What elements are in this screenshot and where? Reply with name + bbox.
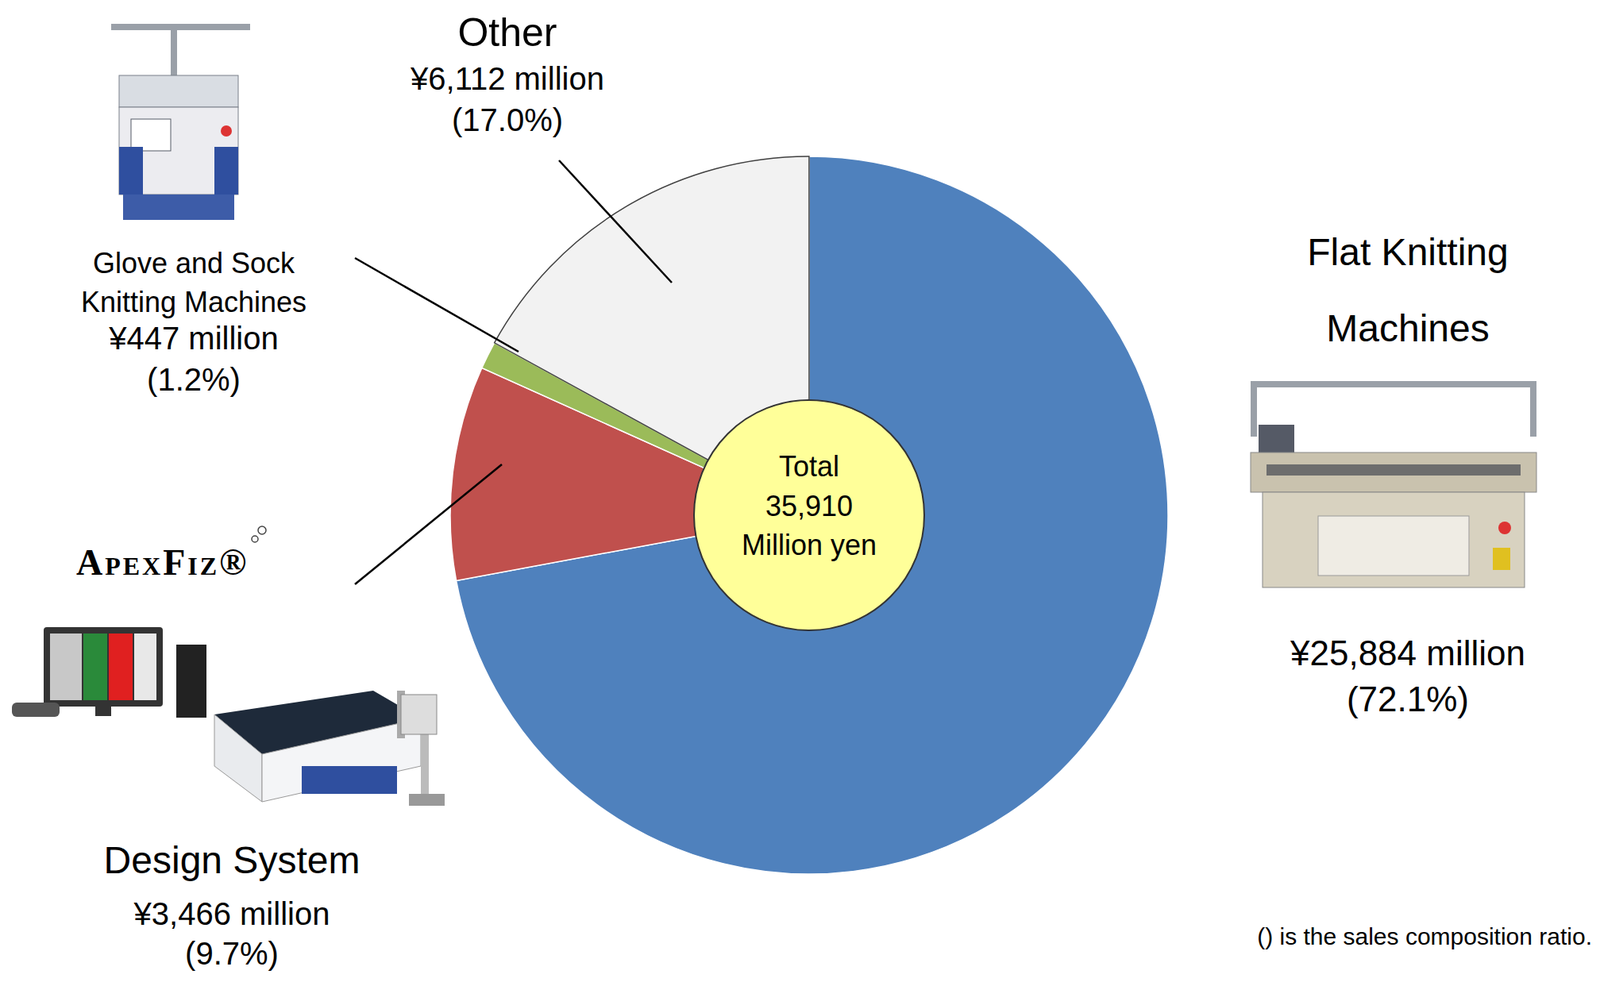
icon-part bbox=[1318, 516, 1469, 576]
percent-label: (1.2%) bbox=[146, 362, 241, 398]
percent-label: (9.7%) bbox=[185, 936, 279, 972]
label-line: Flat Knitting bbox=[1306, 231, 1508, 274]
pie bbox=[450, 156, 1169, 875]
icon-part bbox=[1498, 521, 1512, 535]
center-total: 35,910 bbox=[765, 489, 853, 523]
slice-label: Glove and Sock Knitting Machines bbox=[80, 246, 307, 319]
icon-part bbox=[170, 23, 178, 80]
icon-part bbox=[176, 644, 207, 718]
icon-part bbox=[119, 146, 143, 195]
icon-part bbox=[1530, 381, 1537, 437]
brand-bubble bbox=[258, 526, 267, 535]
center-title: Total bbox=[778, 450, 840, 483]
label-line: Knitting Machines bbox=[80, 285, 307, 319]
icon-part bbox=[408, 794, 445, 806]
icon-part bbox=[214, 714, 263, 802]
icon-part bbox=[1492, 547, 1511, 571]
percent-label: (72.1%) bbox=[1346, 679, 1469, 719]
icon-part bbox=[220, 125, 232, 137]
value-label: ¥6,112 million bbox=[409, 61, 605, 97]
slice-label: Flat Knitting Machines bbox=[1306, 231, 1508, 350]
icon-part bbox=[83, 633, 108, 701]
icon-flat-machine bbox=[1250, 381, 1537, 588]
leader-line bbox=[354, 464, 502, 585]
icon-part bbox=[1266, 464, 1521, 476]
icon-part bbox=[119, 75, 239, 108]
icon-part bbox=[301, 766, 398, 795]
icon-part bbox=[131, 119, 171, 151]
label-line: Machines bbox=[1326, 307, 1489, 350]
icon-part bbox=[11, 702, 60, 718]
slice-label: Design System bbox=[104, 839, 361, 882]
note: () is the sales composition ratio. bbox=[1256, 923, 1593, 950]
brand-bubble bbox=[251, 535, 259, 543]
icon-part bbox=[134, 633, 157, 701]
label-line: Design System bbox=[104, 839, 361, 882]
label-line: Other bbox=[457, 10, 557, 55]
percent-label: (17.0%) bbox=[451, 102, 563, 138]
icon-part bbox=[1262, 492, 1525, 588]
value-label: ¥447 million bbox=[107, 320, 278, 356]
brand: ApexFiz® bbox=[76, 542, 249, 583]
icon-part bbox=[43, 627, 163, 707]
value-label: ¥25,884 million bbox=[1289, 633, 1526, 673]
icon-part bbox=[111, 23, 251, 31]
icon-part bbox=[1250, 452, 1537, 493]
icon-part bbox=[1250, 381, 1537, 388]
value-label: ¥3,466 million bbox=[133, 896, 331, 932]
center-unit: Million yen bbox=[741, 528, 877, 562]
icon-part bbox=[1250, 381, 1257, 437]
icon-part bbox=[119, 107, 239, 195]
icon-part bbox=[123, 194, 235, 220]
icon-part bbox=[400, 694, 437, 735]
icon-part bbox=[50, 633, 82, 701]
icon-computer bbox=[11, 627, 207, 718]
icon-cutter bbox=[214, 690, 445, 806]
leader-line bbox=[559, 160, 672, 283]
chart: Total 35,910 Million yen ApexFiz® Flat Knitt… bbox=[0, 0, 1600, 982]
slice-label: Other bbox=[457, 10, 557, 55]
icon-part bbox=[1258, 424, 1295, 453]
icon-glove-machine bbox=[111, 23, 251, 220]
label-line: Glove and Sock bbox=[92, 246, 296, 280]
icon-part bbox=[108, 633, 133, 701]
center-circle bbox=[693, 400, 925, 631]
leader-line bbox=[354, 258, 519, 352]
icon-part bbox=[95, 706, 112, 717]
icon-part bbox=[214, 146, 239, 195]
